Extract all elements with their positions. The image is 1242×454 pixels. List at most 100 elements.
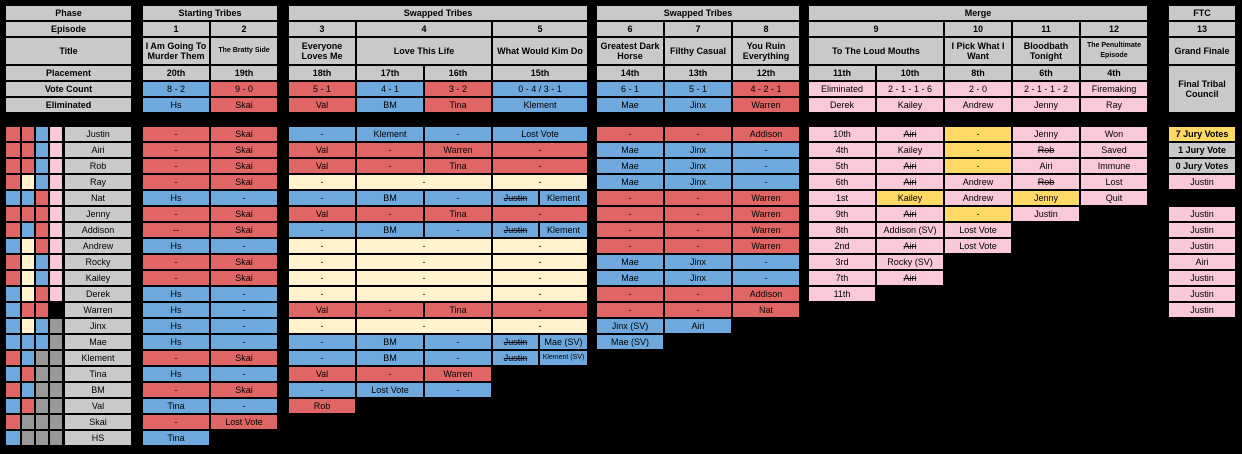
- vote-cell: Mae: [597, 271, 663, 285]
- vote-cell: -: [493, 207, 587, 221]
- placement: 8th: [945, 66, 1011, 80]
- vote-cell: BM: [357, 223, 423, 237]
- vote-cell: Lost Vote: [945, 223, 1011, 237]
- vote-cell: -: [357, 207, 423, 221]
- vote-cell: Lost Vote: [945, 239, 1011, 253]
- eliminated-player: Jinx: [665, 98, 731, 112]
- vote-cell: -: [597, 207, 663, 221]
- vote-cell: 1 Jury Vote: [1169, 143, 1235, 157]
- vote-cell: -: [665, 303, 731, 317]
- vote-cell: Airi: [877, 239, 943, 253]
- tribe-swatch: [50, 367, 62, 381]
- vote-cell: Tina: [425, 207, 491, 221]
- player-name: BM: [65, 383, 131, 397]
- placement: 4th: [1081, 66, 1147, 80]
- placement: 19th: [211, 66, 277, 80]
- tribe-swatch: [6, 207, 20, 221]
- tribe-swatch: [6, 431, 20, 445]
- tribe-swatch: [36, 415, 48, 429]
- vote-cell: Justin: [1169, 239, 1235, 253]
- vote-cell: -: [211, 335, 277, 349]
- eliminated-player: Hs: [143, 98, 209, 112]
- vote-count: 9 - 0: [211, 82, 277, 96]
- vote-cell: -: [425, 223, 491, 237]
- placement: 6th: [1013, 66, 1079, 80]
- vote-cell: Justin: [1169, 223, 1235, 237]
- tribe-swatch: [22, 255, 34, 269]
- vote-cell: Justin: [493, 191, 538, 205]
- header-row-label: Title: [6, 38, 131, 64]
- vote-cell: 10th: [809, 127, 875, 141]
- vote-cell: Hs: [143, 191, 209, 205]
- vote-cell: Klement: [357, 127, 423, 141]
- vote-cell: -: [493, 143, 587, 157]
- vote-count: 2 - 1 - 1 - 2: [1013, 82, 1079, 96]
- vote-cell: Won: [1081, 127, 1147, 141]
- tribe-swatch: [50, 143, 62, 157]
- episode-title: Everyone Loves Me: [289, 38, 355, 64]
- episode-title: I Am Going To Murder Them: [143, 38, 209, 64]
- tribe-swatch: [6, 367, 20, 381]
- tribe-swatch: [22, 335, 34, 349]
- vote-cell: Skai: [211, 383, 277, 397]
- vote-cell: Mae: [597, 143, 663, 157]
- vote-cell: -: [945, 143, 1011, 157]
- tribe-swatch: [6, 303, 20, 317]
- vote-cell: -: [143, 159, 209, 173]
- tribe-swatch: [36, 223, 48, 237]
- vote-cell: -: [357, 303, 423, 317]
- vote-cell: -: [357, 239, 491, 253]
- tribe-swatch: [36, 383, 48, 397]
- player-name: Addison: [65, 223, 131, 237]
- player-name: Val: [65, 399, 131, 413]
- vote-cell: Mae (SV): [540, 335, 587, 349]
- vote-cell: Hs: [143, 319, 209, 333]
- tribe-swatch: [22, 351, 34, 365]
- vote-cell: -: [289, 271, 355, 285]
- vote-cell: 2nd: [809, 239, 875, 253]
- vote-cell: -: [289, 319, 355, 333]
- player-name: Warren: [65, 303, 131, 317]
- vote-cell: Lost Vote: [211, 415, 277, 429]
- tribe-swatch: [36, 271, 48, 285]
- player-name: Klement: [65, 351, 131, 365]
- player-name: Rob: [65, 159, 131, 173]
- vote-cell: 11th: [809, 287, 875, 301]
- vote-cell: -: [597, 239, 663, 253]
- player-name: Airi: [65, 143, 131, 157]
- episode-title: I Pick What I Want: [945, 38, 1011, 64]
- vote-cell: Skai: [211, 207, 277, 221]
- vote-cell: Warren: [733, 239, 799, 253]
- vote-cell: -: [665, 191, 731, 205]
- vote-cell: Airi: [877, 127, 943, 141]
- vote-cell: Val: [289, 303, 355, 317]
- phase-header: Swapped Tribes: [597, 6, 799, 20]
- player-name: Nat: [65, 191, 131, 205]
- vote-cell: Skai: [211, 175, 277, 189]
- vote-cell: -: [733, 159, 799, 173]
- tribe-swatch: [50, 335, 62, 349]
- eliminated-player: Klement: [493, 98, 587, 112]
- vote-cell: -: [289, 351, 355, 365]
- vote-cell: -: [597, 287, 663, 301]
- tribe-swatch: [22, 271, 34, 285]
- tribe-swatch: [50, 415, 62, 429]
- vote-cell: -: [289, 191, 355, 205]
- vote-cell: -: [493, 175, 587, 189]
- tribe-swatch: [36, 239, 48, 253]
- vote-cell: -: [357, 287, 491, 301]
- vote-cell: -: [289, 223, 355, 237]
- episode-number: 6: [597, 22, 663, 36]
- vote-cell: -: [357, 255, 491, 269]
- vote-cell: -: [289, 383, 355, 397]
- vote-cell: -: [143, 255, 209, 269]
- vote-cell: 6th: [809, 175, 875, 189]
- tribe-swatch: [36, 319, 48, 333]
- episode-number: 10: [945, 22, 1011, 36]
- tribe-swatch: [50, 207, 62, 221]
- tribe-swatch: [50, 127, 62, 141]
- episode-number: 5: [493, 22, 587, 36]
- vote-cell: Skai: [211, 143, 277, 157]
- tribe-swatch: [6, 143, 20, 157]
- vote-cell: Val: [289, 207, 355, 221]
